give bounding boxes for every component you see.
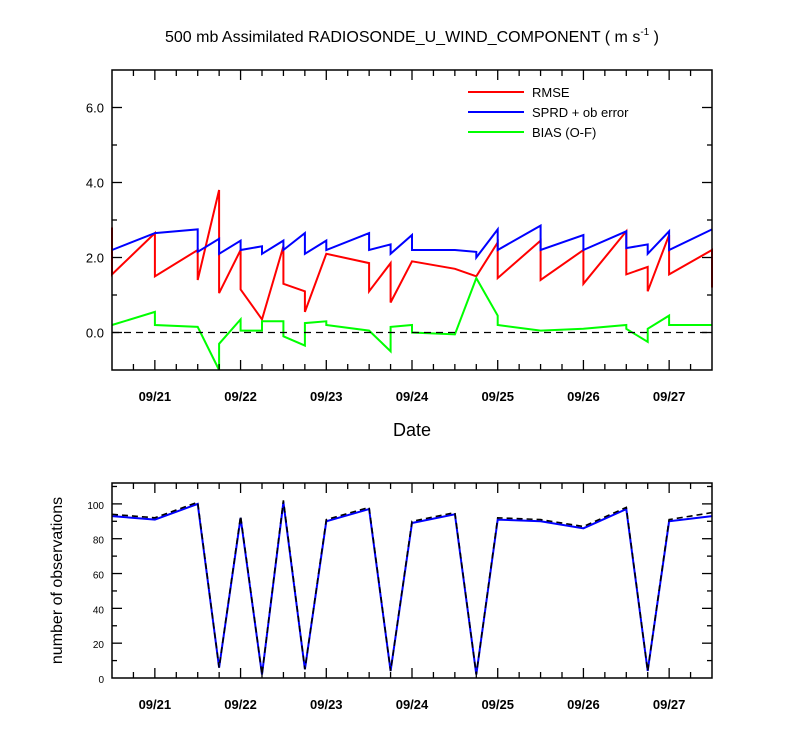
x-tick-label: 09/25 <box>481 697 514 712</box>
x-tick-label: 09/21 <box>139 389 172 404</box>
chart-title-close: ) <box>649 29 659 46</box>
x-tick-label: 09/26 <box>567 389 600 404</box>
bottom-series-group <box>111 500 713 675</box>
series-line-possible-observations <box>111 500 713 675</box>
x-tick-label: 09/24 <box>396 697 429 712</box>
series-line-rmse <box>111 189 713 322</box>
x-tick-label: 09/21 <box>139 697 172 712</box>
chart-title-units-sup: -1 <box>640 27 649 38</box>
bottom-panel: 09/21 09/22 09/23 09/24 09/25 09/26 09/27 0 20 40… <box>49 482 713 712</box>
y-tick-label: 4.0 <box>86 176 104 191</box>
chart-title: 500 mb Assimilated RADIOSONDE_U_WIND_COM… <box>165 27 659 46</box>
x-tick-label: 09/27 <box>653 697 686 712</box>
top-x-axis-label: Date <box>393 420 431 440</box>
bottom-plot-frame <box>111 482 713 679</box>
y-tick-label: 80 <box>93 536 105 547</box>
y-tick-label: 60 <box>93 571 105 582</box>
top-legend: RMSE SPRD + ob error BIAS (O-F) <box>468 85 629 140</box>
x-tick-label: 09/24 <box>396 389 429 404</box>
chart-title-main: 500 mb Assimilated RADIOSONDE_U_WIND_COM… <box>165 29 640 46</box>
y-tick-label: 0 <box>98 675 104 686</box>
y-tick-label: 2.0 <box>86 251 104 266</box>
series-line-bias-o-f <box>111 275 712 371</box>
x-tick-label: 09/22 <box>224 389 257 404</box>
x-tick-label: 09/26 <box>567 697 600 712</box>
legend-label: RMSE <box>532 85 570 100</box>
y-tick-label: 6.0 <box>86 101 104 116</box>
top-series-group <box>111 189 713 371</box>
y-tick-label: 0.0 <box>86 326 104 341</box>
x-tick-label: 09/23 <box>310 389 343 404</box>
x-tick-label: 09/22 <box>224 697 257 712</box>
legend-label: SPRD + ob error <box>532 105 629 120</box>
y-tick-label: 40 <box>93 605 105 616</box>
top-axis-ticks: 09/21 09/22 09/23 09/24 09/25 09/26 09/27 0.0 2.… <box>86 70 712 404</box>
top-plot-frame <box>111 69 713 371</box>
x-tick-label: 09/23 <box>310 697 343 712</box>
bottom-axis-ticks: 09/21 09/22 09/23 09/24 09/25 09/26 09/27 0 20 40… <box>87 483 712 712</box>
x-tick-label: 09/25 <box>481 389 514 404</box>
series-line-assimilated-observations <box>111 502 713 675</box>
series-line-sprd-ob-error <box>111 223 713 261</box>
legend-label: BIAS (O-F) <box>532 125 596 140</box>
x-tick-label: 09/27 <box>653 389 686 404</box>
y-tick-label: 20 <box>93 640 105 651</box>
top-panel: 09/21 09/22 09/23 09/24 09/25 09/26 09/27 0.0 2.… <box>86 69 713 440</box>
y-tick-label: 100 <box>87 501 104 512</box>
bottom-y-axis-label: number of observations <box>49 497 66 664</box>
